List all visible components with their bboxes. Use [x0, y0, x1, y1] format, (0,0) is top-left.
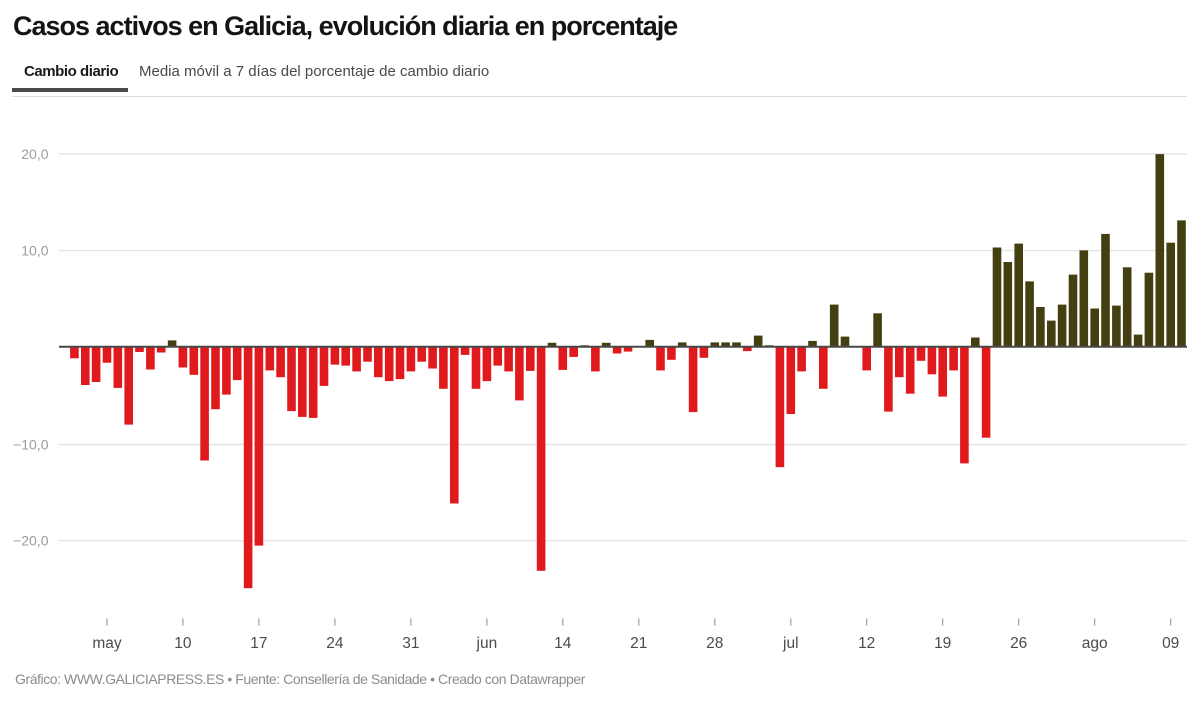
svg-text:−10,0: −10,0 [13, 437, 49, 453]
svg-text:17: 17 [250, 635, 267, 652]
svg-text:26: 26 [1010, 635, 1027, 652]
svg-text:−20,0: −20,0 [13, 533, 49, 549]
svg-text:21: 21 [630, 635, 647, 652]
svg-text:jun: jun [476, 635, 498, 652]
svg-text:10: 10 [174, 635, 192, 652]
svg-text:may: may [92, 635, 122, 652]
svg-text:31: 31 [402, 635, 419, 652]
svg-text:jul: jul [782, 635, 799, 652]
svg-text:ago: ago [1082, 635, 1108, 652]
svg-text:09: 09 [1162, 635, 1179, 652]
svg-text:14: 14 [554, 635, 572, 652]
svg-text:10,0: 10,0 [21, 243, 48, 259]
svg-text:20,0: 20,0 [21, 146, 48, 162]
svg-text:19: 19 [934, 635, 951, 652]
svg-text:28: 28 [706, 635, 723, 652]
svg-text:12: 12 [858, 635, 875, 652]
svg-text:24: 24 [326, 635, 344, 652]
